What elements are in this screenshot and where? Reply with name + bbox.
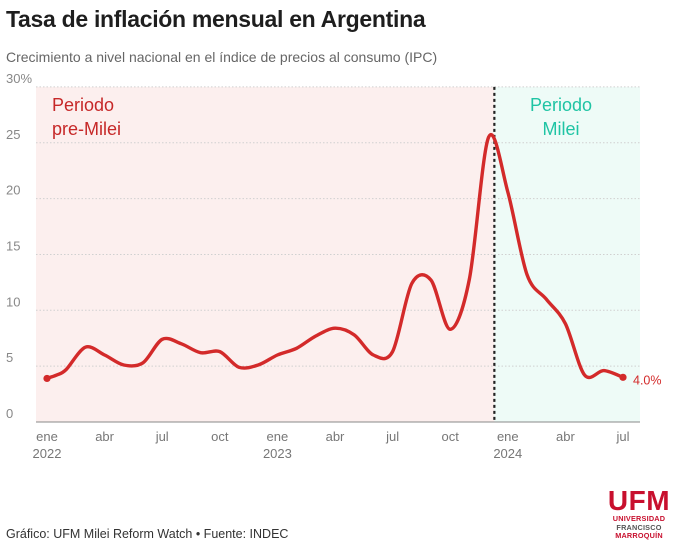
logo-line1: UNIVERSIDAD: [612, 514, 666, 523]
y-tick-label: 5: [6, 350, 13, 365]
start-point: [43, 374, 51, 383]
chart-title: Tasa de inflación mensual en Argentina: [6, 6, 426, 32]
y-tick-label: 30%: [6, 71, 32, 86]
y-tick-label: 20: [6, 183, 20, 198]
x-tick-label: ene: [267, 429, 289, 444]
region-label: Periodo: [52, 95, 114, 115]
x-tick-year: 2022: [33, 446, 62, 461]
end-value-label: 4.0%: [633, 373, 662, 387]
x-tick-label: abr: [326, 429, 345, 444]
ufm-logo: UFM UNIVERSIDAD FRANCISCO MARROQUÍN: [604, 487, 674, 541]
end-point: [619, 373, 627, 381]
x-tick-label: jul: [155, 429, 169, 444]
source-footer: Gráfico: UFM Milei Reform Watch • Fuente…: [6, 527, 289, 541]
y-tick-label: 25: [6, 127, 20, 142]
x-tick-year: 2023: [263, 446, 292, 461]
x-tick-label: oct: [211, 429, 229, 444]
x-tick-label: abr: [556, 429, 575, 444]
y-tick-label: 0: [6, 406, 13, 421]
chart-subtitle: Crecimiento a nivel nacional en el índic…: [6, 49, 438, 65]
region-label: Periodo: [530, 95, 592, 115]
x-tick-label: abr: [95, 429, 114, 444]
x-tick-label: ene: [36, 429, 58, 444]
y-tick-label: 10: [6, 294, 20, 309]
logo-line2: FRANCISCO: [616, 522, 662, 532]
x-tick-label: oct: [442, 429, 460, 444]
logo-main: UFM: [607, 485, 671, 516]
milei-region: [494, 86, 640, 423]
x-tick-year: 2024: [493, 446, 522, 461]
y-tick-label: 15: [6, 238, 20, 253]
region-label: Milei: [542, 119, 579, 139]
region-label: pre-Milei: [52, 119, 121, 139]
x-tick-label: jul: [615, 429, 629, 444]
logo-line3: MARROQUÍN: [615, 531, 663, 540]
x-tick-label: ene: [497, 429, 519, 444]
x-tick-label: jul: [385, 429, 399, 444]
